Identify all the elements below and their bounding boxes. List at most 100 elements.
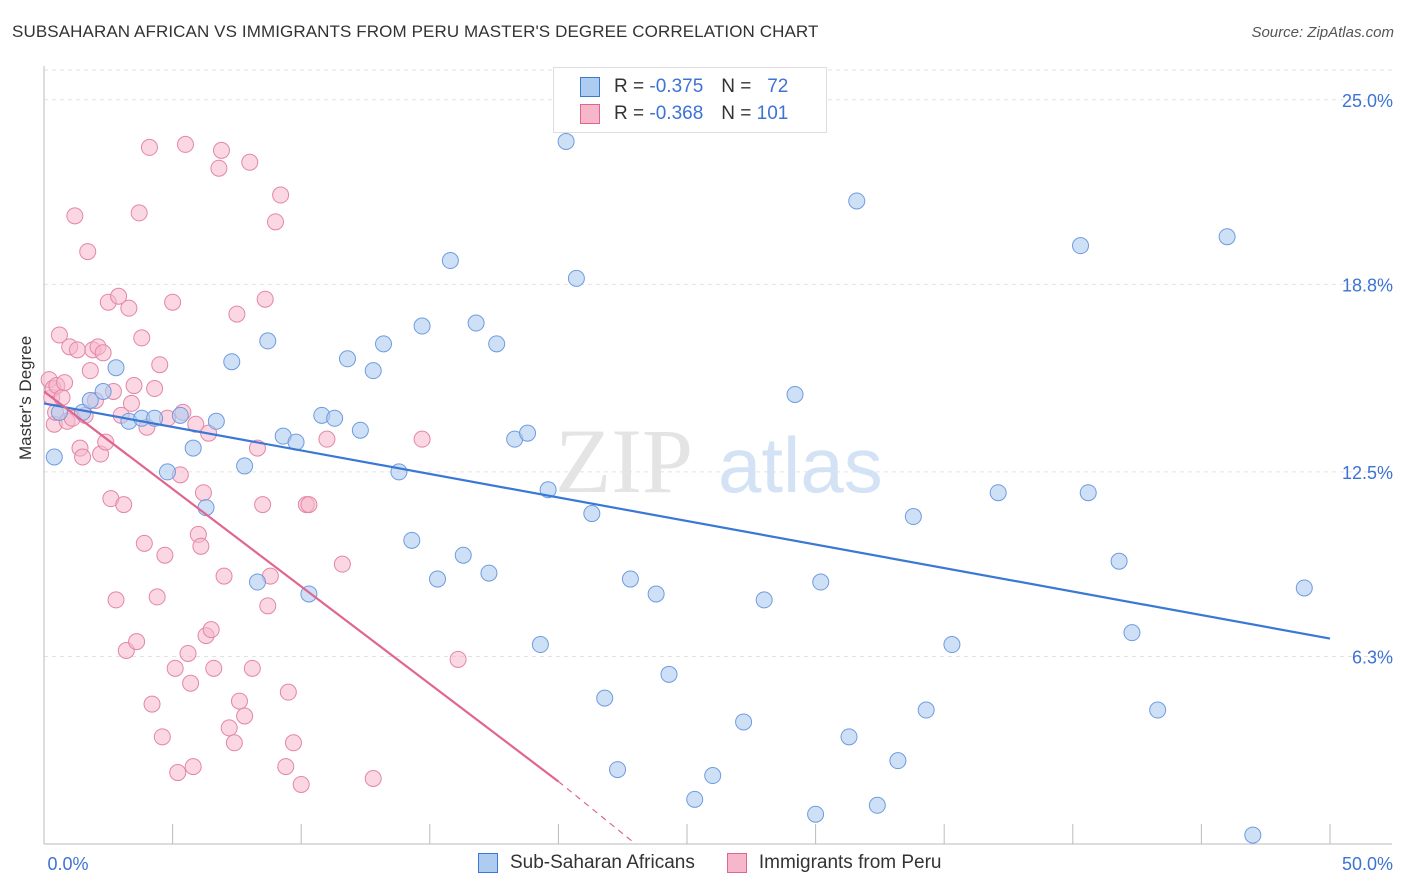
point-peru <box>128 633 146 651</box>
point-peru <box>184 758 202 776</box>
point-peru <box>225 734 243 752</box>
point-subsaharan <box>621 570 639 588</box>
point-peru <box>151 356 169 374</box>
point-subsaharan <box>812 573 830 591</box>
legend-label: Immigrants from Peru <box>758 852 942 873</box>
point-subsaharan <box>660 665 678 683</box>
point-peru <box>146 380 164 398</box>
point-subsaharan <box>441 252 459 270</box>
tick-labels: 6.3% 12.5% 18.8% 25.0% 0.0% 50.0% <box>47 91 1393 874</box>
watermark-zip: ZIP <box>555 410 693 512</box>
blue-swatch <box>478 853 498 873</box>
point-peru <box>284 734 302 752</box>
point-peru <box>266 213 284 231</box>
r-label: R = <box>614 76 645 97</box>
point-subsaharan <box>375 335 393 353</box>
point-peru <box>300 496 318 514</box>
point-peru <box>215 567 233 585</box>
point-subsaharan <box>917 701 935 719</box>
point-peru <box>143 695 161 713</box>
point-peru <box>256 290 274 308</box>
point-peru <box>107 591 125 609</box>
legend-row-pink: R = -0.368 N = 101 <box>580 102 788 126</box>
point-subsaharan <box>807 805 825 823</box>
legend-label: Sub-Saharan Africans <box>510 852 695 873</box>
point-peru <box>259 597 277 615</box>
n-label: N = <box>721 76 752 97</box>
point-subsaharan <box>583 505 601 523</box>
point-subsaharan <box>539 481 557 499</box>
point-peru <box>169 764 187 782</box>
y-tick-label: 6.3% <box>1352 647 1393 667</box>
point-subsaharan <box>989 484 1007 502</box>
point-subsaharan <box>480 564 498 582</box>
n-value: 72 <box>767 76 789 97</box>
point-subsaharan <box>557 132 575 150</box>
point-subsaharan <box>519 424 537 442</box>
source-label: Source: ZipAtlas.com <box>1251 24 1394 41</box>
point-subsaharan <box>429 570 447 588</box>
point-peru <box>210 159 228 177</box>
point-subsaharan <box>1244 826 1262 844</box>
point-subsaharan <box>338 350 356 368</box>
point-peru <box>97 433 115 451</box>
point-peru <box>449 650 467 668</box>
point-subsaharan <box>454 546 472 564</box>
point-peru <box>66 207 84 225</box>
point-peru <box>182 674 200 692</box>
point-subsaharan <box>326 409 344 427</box>
point-peru <box>364 770 382 788</box>
point-subsaharan <box>488 335 506 353</box>
point-subsaharan <box>1072 237 1090 255</box>
y-tick-label: 25.0% <box>1342 91 1393 111</box>
point-subsaharan <box>364 362 382 380</box>
trendline-subsaharan <box>43 402 1331 640</box>
point-peru <box>220 719 238 737</box>
n-label: N = <box>721 103 752 124</box>
point-subsaharan <box>223 353 241 371</box>
point-peru <box>115 496 133 514</box>
watermark: ZIP atlas <box>555 410 883 512</box>
point-subsaharan <box>1149 701 1167 719</box>
y-tick-label: 12.5% <box>1342 463 1393 483</box>
point-peru <box>56 374 74 392</box>
point-subsaharan <box>81 391 99 409</box>
point-peru <box>153 728 171 746</box>
chart-title: SUBSAHARAN AFRICAN VS IMMIGRANTS FROM PE… <box>12 22 819 41</box>
point-peru <box>228 305 246 323</box>
point-subsaharan <box>786 385 804 403</box>
point-peru <box>74 448 92 466</box>
point-subsaharan <box>704 767 722 785</box>
point-subsaharan <box>1123 624 1141 642</box>
legend-row-blue: R = -0.375 N = 72 <box>580 75 788 99</box>
point-peru <box>166 659 184 677</box>
point-subsaharan <box>207 412 225 430</box>
point-subsaharan <box>248 573 266 591</box>
point-peru <box>241 153 259 171</box>
point-subsaharan <box>1295 579 1313 597</box>
point-subsaharan <box>567 269 585 287</box>
point-peru <box>110 287 128 305</box>
trendlines <box>43 390 1331 845</box>
point-subsaharan <box>868 796 886 814</box>
point-peru <box>202 621 220 639</box>
point-peru <box>292 775 310 793</box>
point-peru <box>50 326 68 344</box>
y-axis-label: Master's Degree <box>16 335 35 460</box>
pink-swatch <box>726 853 747 873</box>
point-peru <box>194 484 212 502</box>
point-peru <box>236 707 254 725</box>
point-subsaharan <box>943 636 961 654</box>
point-subsaharan <box>171 406 189 424</box>
point-peru <box>68 341 86 359</box>
point-peru <box>277 758 295 776</box>
r-value: -0.375 <box>649 76 704 97</box>
axes <box>43 66 1392 845</box>
r-value: -0.368 <box>649 103 704 124</box>
trendline-peru-extension <box>558 781 636 845</box>
point-subsaharan <box>236 457 254 475</box>
pink-swatch <box>580 104 600 124</box>
point-subsaharan <box>904 508 922 526</box>
point-peru <box>243 659 261 677</box>
